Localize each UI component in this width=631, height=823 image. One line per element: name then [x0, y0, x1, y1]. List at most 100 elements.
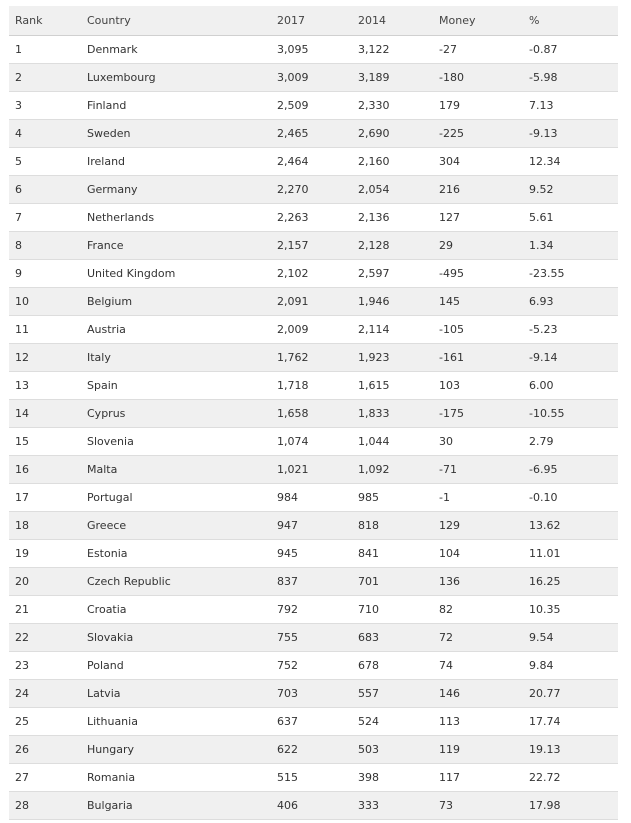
- cell-rank: 4: [9, 119, 81, 148]
- cell-country: Luxembourg: [81, 63, 271, 92]
- cell-money: 113: [433, 707, 523, 736]
- cell-percent: 9.52: [523, 175, 618, 204]
- cell-2014: 2,690: [352, 119, 433, 148]
- table-row: 13 Spain 1,718 1,615 103 6.00: [9, 371, 618, 400]
- table-row: 21 Croatia 792 710 82 10.35: [9, 595, 618, 624]
- cell-rank: 17: [9, 483, 81, 512]
- cell-2017: 792: [271, 595, 352, 624]
- cell-money: 74: [433, 651, 523, 680]
- cell-rank: 22: [9, 623, 81, 652]
- cell-percent: 22.72: [523, 763, 618, 792]
- cell-2014: 701: [352, 567, 433, 596]
- table-row: 3 Finland 2,509 2,330 179 7.13: [9, 91, 618, 120]
- cell-percent: 16.25: [523, 567, 618, 596]
- cell-country: Romania: [81, 763, 271, 792]
- cell-country: Estonia: [81, 539, 271, 568]
- cell-percent: 13.62: [523, 511, 618, 540]
- cell-2014: 1,044: [352, 427, 433, 456]
- cell-country: Italy: [81, 343, 271, 372]
- cell-rank: 6: [9, 175, 81, 204]
- cell-money: 127: [433, 203, 523, 232]
- cell-money: 216: [433, 175, 523, 204]
- cell-2014: 524: [352, 707, 433, 736]
- cell-money: 72: [433, 623, 523, 652]
- cell-percent: -5.23: [523, 315, 618, 344]
- cell-2017: 622: [271, 735, 352, 764]
- table-row: 1 Denmark 3,095 3,122 -27 -0.87: [9, 35, 618, 64]
- cell-2014: 503: [352, 735, 433, 764]
- cell-2014: 398: [352, 763, 433, 792]
- cell-percent: 6.00: [523, 371, 618, 400]
- cell-percent: 17.74: [523, 707, 618, 736]
- cell-rank: 20: [9, 567, 81, 596]
- cell-percent: 7.13: [523, 91, 618, 120]
- cell-2017: 755: [271, 623, 352, 652]
- table-row: 6 Germany 2,270 2,054 216 9.52: [9, 175, 618, 204]
- table-row: 16 Malta 1,021 1,092 -71 -6.95: [9, 455, 618, 484]
- cell-2014: 2,160: [352, 147, 433, 176]
- table-row: 11 Austria 2,009 2,114 -105 -5.23: [9, 315, 618, 344]
- cell-country: Croatia: [81, 595, 271, 624]
- cell-2017: 837: [271, 567, 352, 596]
- cell-2014: 683: [352, 623, 433, 652]
- cell-2017: 515: [271, 763, 352, 792]
- cell-rank: 2: [9, 63, 81, 92]
- cell-2014: 841: [352, 539, 433, 568]
- cell-country: Slovenia: [81, 427, 271, 456]
- table-row: 28 Bulgaria 406 333 73 17.98: [9, 791, 618, 820]
- cell-rank: 26: [9, 735, 81, 764]
- header-2017: 2017: [271, 6, 352, 36]
- cell-2014: 1,833: [352, 399, 433, 428]
- table-row: 7 Netherlands 2,263 2,136 127 5.61: [9, 203, 618, 232]
- cell-country: Portugal: [81, 483, 271, 512]
- cell-rank: 14: [9, 399, 81, 428]
- table-row: 4 Sweden 2,465 2,690 -225 -9.13: [9, 119, 618, 148]
- cell-money: 103: [433, 371, 523, 400]
- cell-money: 179: [433, 91, 523, 120]
- cell-2017: 1,074: [271, 427, 352, 456]
- cell-country: Netherlands: [81, 203, 271, 232]
- cell-money: -180: [433, 63, 523, 92]
- cell-percent: 5.61: [523, 203, 618, 232]
- cell-percent: -10.55: [523, 399, 618, 428]
- table-header-row: Rank Country 2017 2014 Money %: [9, 6, 618, 36]
- cell-country: Czech Republic: [81, 567, 271, 596]
- cell-percent: 20.77: [523, 679, 618, 708]
- cell-2014: 2,114: [352, 315, 433, 344]
- cell-2017: 637: [271, 707, 352, 736]
- cell-2014: 1,946: [352, 287, 433, 316]
- cell-rank: 25: [9, 707, 81, 736]
- table-row: 23 Poland 752 678 74 9.84: [9, 651, 618, 680]
- table-body: 1 Denmark 3,095 3,122 -27 -0.87 2 Luxembourg 3,0…: [9, 35, 618, 820]
- cell-money: 82: [433, 595, 523, 624]
- cell-country: Malta: [81, 455, 271, 484]
- cell-2014: 3,122: [352, 35, 433, 64]
- table-row: 26 Hungary 622 503 119 19.13: [9, 735, 618, 764]
- table-row: 14 Cyprus 1,658 1,833 -175 -10.55: [9, 399, 618, 428]
- cell-money: 29: [433, 231, 523, 260]
- cell-2014: 985: [352, 483, 433, 512]
- table-row: 8 France 2,157 2,128 29 1.34: [9, 231, 618, 260]
- cell-rank: 13: [9, 371, 81, 400]
- cell-country: Spain: [81, 371, 271, 400]
- cell-money: 136: [433, 567, 523, 596]
- cell-2014: 2,597: [352, 259, 433, 288]
- cell-rank: 16: [9, 455, 81, 484]
- cell-2017: 2,009: [271, 315, 352, 344]
- table-row: 2 Luxembourg 3,009 3,189 -180 -5.98: [9, 63, 618, 92]
- cell-2017: 984: [271, 483, 352, 512]
- table-row: 17 Portugal 984 985 -1 -0.10: [9, 483, 618, 512]
- cell-2014: 2,054: [352, 175, 433, 204]
- cell-country: Bulgaria: [81, 791, 271, 820]
- cell-2017: 406: [271, 791, 352, 820]
- cell-country: Hungary: [81, 735, 271, 764]
- cell-2017: 2,263: [271, 203, 352, 232]
- cell-country: Cyprus: [81, 399, 271, 428]
- cell-rank: 23: [9, 651, 81, 680]
- cell-money: -71: [433, 455, 523, 484]
- table-row: 20 Czech Republic 837 701 136 16.25: [9, 567, 618, 596]
- cell-percent: 9.54: [523, 623, 618, 652]
- cell-2014: 1,923: [352, 343, 433, 372]
- cell-country: Ireland: [81, 147, 271, 176]
- cell-rank: 12: [9, 343, 81, 372]
